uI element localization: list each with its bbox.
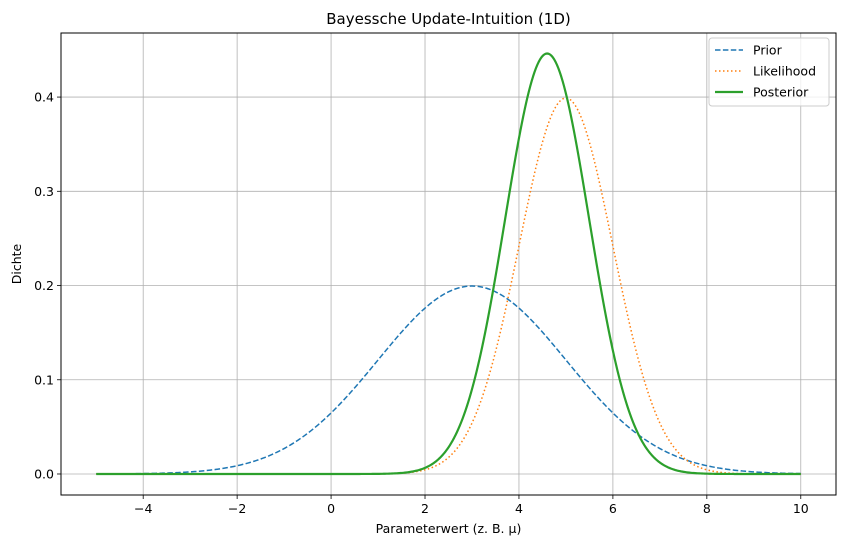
x-tick-label: 10 — [793, 501, 809, 516]
legend-label: Prior — [753, 43, 783, 58]
x-tick-label: −2 — [228, 501, 246, 516]
y-tick-label: 0.3 — [34, 184, 54, 199]
y-tick-label: 0.0 — [34, 466, 54, 481]
x-tick-label: 6 — [609, 501, 617, 516]
plot-series — [96, 52, 801, 476]
legend-label: Likelihood — [753, 64, 816, 79]
legend-label: Posterior — [753, 85, 809, 100]
x-tick-label: 0 — [327, 501, 335, 516]
series-posterior-line — [96, 52, 801, 476]
x-tick-label: 4 — [515, 501, 523, 516]
y-tick-label: 0.4 — [34, 90, 54, 105]
x-tick-label: −4 — [134, 501, 152, 516]
axis-ticks: −4 −2 0 2 4 6 8 10 0.0 0.1 0.2 0.3 0.4 — [34, 90, 809, 516]
legend: Prior Likelihood Posterior — [708, 37, 830, 107]
series-prior-line — [96, 285, 801, 475]
x-tick-label: 8 — [703, 501, 711, 516]
y-tick-label: 0.2 — [34, 278, 54, 293]
x-axis-title: Parameterwert (z. B. μ) — [376, 521, 522, 536]
legend-box — [708, 37, 830, 107]
y-axis-title: Dichte — [9, 243, 24, 284]
x-tick-label: 2 — [421, 501, 429, 516]
chart-title: Bayessche Update-Intuition (1D) — [326, 10, 571, 28]
plot-frame — [60, 32, 837, 496]
y-tick-label: 0.1 — [34, 372, 54, 387]
